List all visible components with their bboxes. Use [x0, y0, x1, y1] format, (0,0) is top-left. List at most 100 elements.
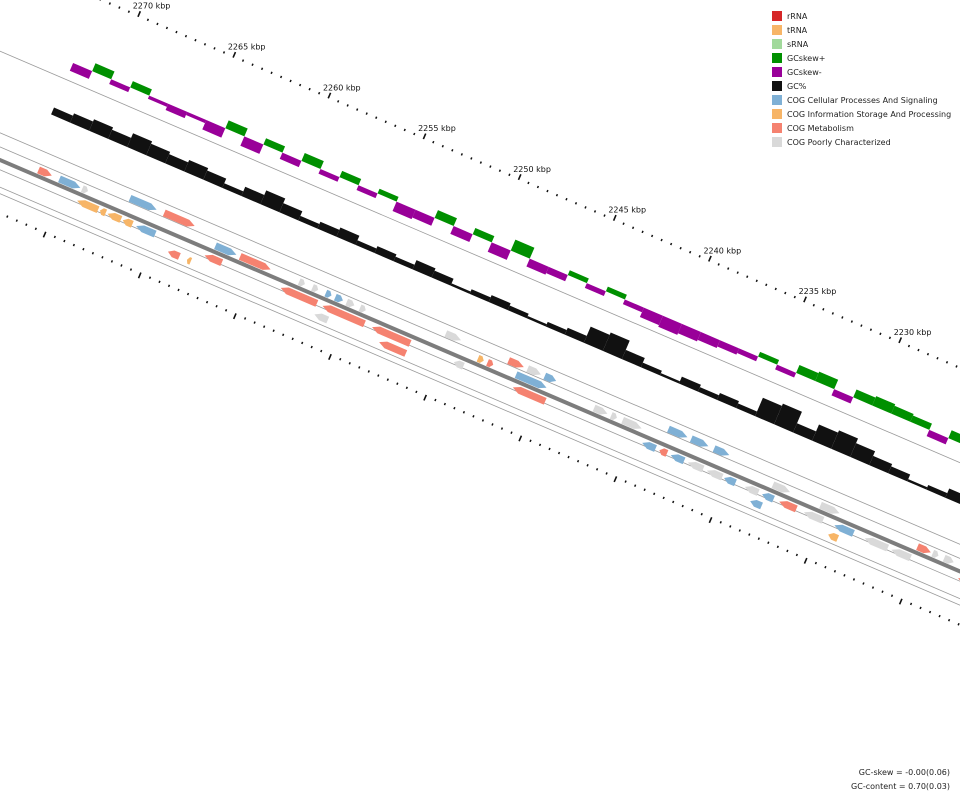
gc-content-track	[51, 107, 960, 505]
gene-feature	[771, 481, 791, 493]
legend-label: COG Information Storage And Processing	[787, 109, 952, 119]
ruler-minor-tick	[738, 529, 741, 532]
ruler-minor-tick	[434, 398, 437, 402]
gene-feature	[322, 305, 366, 328]
ruler-minor-tick	[282, 333, 285, 337]
ruler-minor-tick	[6, 215, 9, 218]
ruler-minor-tick	[662, 496, 665, 500]
gc-skew-bar	[92, 63, 115, 80]
ruler-minor-tick	[670, 242, 673, 246]
gc-skew-bar	[263, 138, 286, 153]
gc-content-bar	[336, 227, 360, 245]
gene-feature	[543, 372, 557, 383]
ruler-minor-tick	[441, 144, 444, 148]
ruler-minor-tick	[158, 280, 161, 284]
ruler-minor-tick	[736, 271, 739, 274]
gene-feature	[706, 470, 724, 481]
ruler-minor-tick	[765, 283, 768, 287]
gc-skew-bar	[891, 405, 914, 422]
legend-item-cog-information: COG Information Storage And Processing	[772, 107, 958, 121]
gc-skew-bar	[69, 62, 93, 79]
ruler-major-tick	[518, 435, 523, 442]
ruler-minor-tick	[253, 321, 256, 324]
gc-skew-bar	[356, 185, 378, 199]
track-guide-line	[0, 186, 960, 600]
legend-swatch	[772, 39, 782, 49]
ruler-minor-tick	[624, 480, 627, 483]
ruler-minor-tick	[822, 308, 825, 311]
ruler-minor-tick	[879, 332, 882, 336]
ruler-minor-tick	[689, 250, 692, 254]
ruler-minor-tick	[120, 264, 123, 267]
ruler-minor-tick	[498, 169, 502, 172]
ruler-minor-tick	[546, 189, 549, 193]
ruler-minor-tick	[890, 594, 894, 598]
gc-skew-bar	[639, 307, 663, 326]
ruler-minor-tick	[945, 361, 949, 364]
position-label: 2230 kbp	[894, 328, 932, 337]
gene-feature	[238, 253, 271, 270]
gc-content-bar	[507, 305, 529, 319]
gc-content-bar	[793, 423, 817, 441]
gene-feature	[345, 298, 355, 308]
gene-feature	[744, 486, 760, 496]
gene-feature	[280, 287, 319, 307]
ruler-minor-tick	[691, 508, 694, 512]
gc-content-bar	[716, 392, 739, 408]
gene-feature	[204, 254, 224, 266]
legend-swatch	[772, 137, 782, 147]
legend-item-gc-percent: GC%	[772, 79, 958, 93]
ruler-minor-tick	[833, 569, 837, 573]
gc-skew-bar	[279, 152, 302, 168]
gc-content-bar	[70, 113, 94, 131]
gene-feature	[476, 355, 484, 364]
gc-skew-bar	[434, 210, 457, 227]
gene-feature	[750, 499, 763, 510]
gene-feature	[834, 524, 855, 537]
gc-content-bar	[564, 327, 587, 343]
ruler-minor-tick	[555, 193, 559, 197]
ruler-major-tick	[42, 231, 47, 238]
ruler-minor-tick	[727, 267, 730, 270]
ruler-minor-tick	[451, 148, 454, 152]
ruler-major-tick	[803, 296, 807, 303]
ruler-inner	[6, 215, 960, 626]
ruler-minor-tick	[358, 366, 361, 369]
gc-skew-bar	[872, 396, 896, 414]
ruler-minor-tick	[415, 390, 418, 394]
legend-item-cog-poorly: COG Poorly Characterized	[772, 135, 958, 149]
ruler-major-tick	[422, 133, 427, 140]
ruler-minor-tick	[831, 312, 834, 315]
gc-skew-bar	[318, 168, 340, 182]
ruler-minor-tick	[653, 492, 656, 496]
gc-skew-bar	[910, 415, 932, 430]
gene-feature	[916, 543, 931, 554]
legend-item-trna: tRNA	[772, 23, 958, 37]
ruler-minor-tick	[557, 451, 561, 455]
gc-content-bar	[203, 170, 227, 188]
ruler-minor-tick	[957, 622, 960, 626]
gc-content-bar	[602, 332, 630, 360]
gene-feature	[514, 371, 547, 389]
ruler-minor-tick	[565, 197, 568, 201]
legend: rRNA tRNA sRNA GCskew+ GCskew- GC% COG C…	[772, 9, 958, 149]
gene-feature	[37, 166, 52, 177]
gc-skew-bar	[605, 286, 627, 300]
legend-item-gcskew-minus: GCskew-	[772, 65, 958, 79]
ruler-minor-tick	[318, 91, 321, 95]
gene-feature	[507, 357, 524, 368]
gene-feature	[609, 412, 617, 421]
ruler-minor-tick	[812, 303, 815, 307]
ruler-minor-tick	[301, 341, 304, 345]
gc-skew-bar	[392, 201, 416, 220]
ruler-minor-tick	[375, 116, 378, 119]
gc-skew-bar	[717, 340, 740, 355]
ruler-minor-tick	[584, 206, 587, 209]
gc-skew-bar	[775, 364, 797, 378]
gene-feature	[379, 341, 408, 357]
gc-content-bar	[678, 376, 701, 392]
ruler-minor-tick	[852, 578, 856, 581]
ruler-minor-tick	[365, 112, 368, 115]
legend-swatch	[772, 81, 782, 91]
